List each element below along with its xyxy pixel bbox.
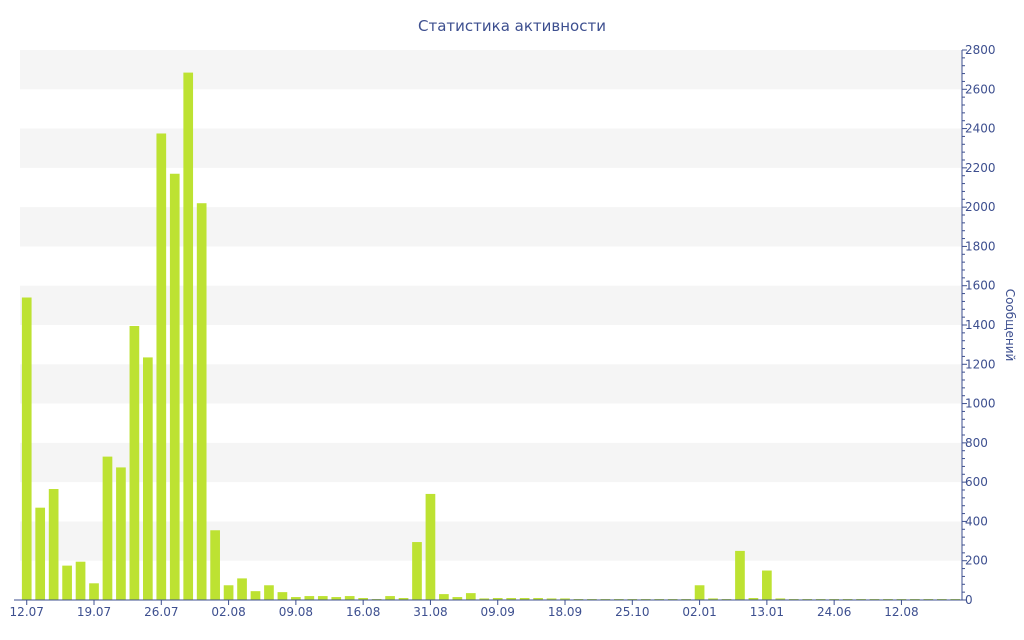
- bar: [210, 530, 220, 600]
- grid-band: [20, 128, 962, 168]
- bar: [196, 203, 207, 600]
- x-tick-label: 12.07: [10, 605, 44, 619]
- x-axis: 12.07 19.07 26.07 02.08 09.08 16.08 31.08 09.09…: [10, 599, 962, 619]
- bar: [156, 133, 167, 600]
- x-tick-label: 16.08: [346, 605, 380, 619]
- bar: [304, 596, 315, 600]
- x-tick-label: 12.08: [884, 605, 918, 619]
- bar: [560, 598, 570, 600]
- y-tick-label: 800: [965, 436, 988, 450]
- bar: [250, 591, 261, 600]
- y-tick-label: 0: [965, 593, 973, 607]
- bar: [35, 507, 46, 600]
- grid-band: [20, 50, 962, 90]
- bar: [546, 598, 557, 600]
- y-tick-label: 1800: [965, 239, 996, 253]
- y-axis-title: Сообщений: [1003, 289, 1017, 362]
- y-tick-label: 2800: [965, 43, 996, 57]
- bar: [264, 585, 274, 600]
- bar: [358, 598, 369, 600]
- bar: [439, 594, 449, 600]
- bar: [331, 597, 342, 600]
- bar: [223, 585, 234, 600]
- bar: [412, 542, 422, 600]
- bar: [142, 357, 153, 600]
- bar: [48, 489, 59, 600]
- bar: [748, 598, 759, 600]
- x-tick-label: 18.09: [548, 605, 582, 619]
- y-axis: 0 200 400 600 800 1000 1200 1400 1600 1800 2000 220…: [961, 43, 996, 607]
- bar: [694, 585, 705, 600]
- bar: [775, 598, 786, 600]
- x-tick-label: 24.06: [817, 605, 851, 619]
- bar: [519, 598, 530, 600]
- bar: [452, 597, 463, 600]
- x-tick-label: 25.10: [615, 605, 649, 619]
- bar: [533, 598, 543, 600]
- bar: [317, 596, 328, 600]
- bar-series: [21, 72, 961, 600]
- x-tick-label: 19.07: [77, 605, 111, 619]
- x-tick-label: 09.09: [481, 605, 515, 619]
- x-tick-label: 13.01: [750, 605, 784, 619]
- y-tick-label: 2200: [965, 161, 996, 175]
- y-tick-label: 600: [965, 475, 988, 489]
- bar: [506, 598, 517, 600]
- bar: [385, 596, 395, 600]
- bar: [102, 456, 113, 600]
- y-tick-label: 400: [965, 514, 988, 528]
- bar: [762, 570, 772, 600]
- bar: [344, 596, 355, 600]
- chart-title: Статистика активности: [418, 17, 606, 35]
- x-tick-label: 31.08: [413, 605, 447, 619]
- y-tick-label: 1400: [965, 318, 996, 332]
- y-tick-label: 1000: [965, 397, 996, 411]
- bar: [398, 598, 409, 600]
- x-tick-label: 26.07: [144, 605, 178, 619]
- y-tick-label: 200: [965, 554, 988, 568]
- bar: [425, 493, 436, 600]
- bar: [21, 297, 32, 600]
- y-tick-label: 1200: [965, 357, 996, 371]
- bar: [735, 550, 745, 600]
- y-tick-label: 2600: [965, 82, 996, 96]
- bar: [62, 565, 72, 600]
- bar: [116, 467, 126, 600]
- x-tick-label: 02.01: [682, 605, 716, 619]
- bar: [492, 598, 503, 600]
- bar: [291, 597, 301, 600]
- y-tick-label: 2000: [965, 200, 996, 214]
- bar: [129, 325, 140, 600]
- bar: [465, 593, 476, 600]
- bar: [183, 72, 194, 600]
- bar: [708, 598, 718, 600]
- x-tick-label: 02.08: [211, 605, 245, 619]
- x-tick-label: 09.08: [279, 605, 313, 619]
- bar: [237, 578, 247, 600]
- bar: [89, 583, 99, 600]
- y-tick-label: 1600: [965, 279, 996, 293]
- bar: [479, 598, 490, 600]
- y-tick-label: 2400: [965, 122, 996, 136]
- bar: [169, 173, 180, 600]
- bar: [277, 592, 288, 600]
- bar: [75, 561, 86, 600]
